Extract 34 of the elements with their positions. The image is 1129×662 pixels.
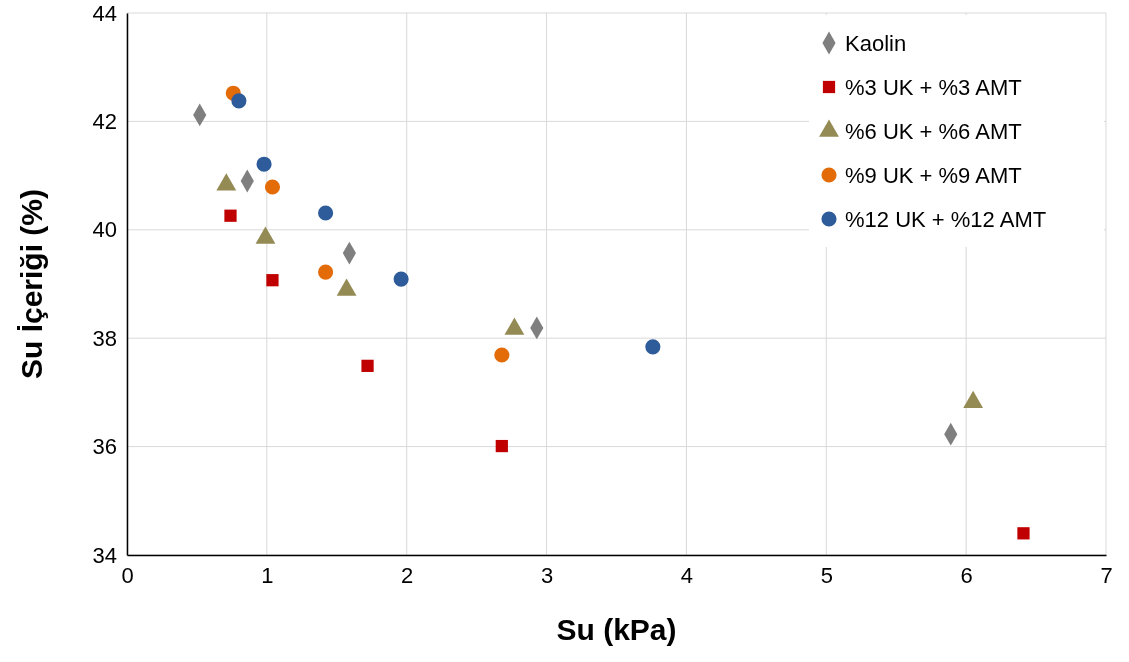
point [266,274,279,287]
point [318,205,334,221]
x-tick-label: 7 [1100,562,1113,588]
legend-label: %9 UK + %9 AMT [845,163,1022,188]
point [256,156,272,172]
y-tick-label: 34 [92,542,117,568]
point [231,93,247,109]
point [1017,527,1030,540]
x-axis-title: Su (kPa) [556,613,677,646]
point [361,359,374,372]
y-tick-label: 38 [92,325,117,351]
x-tick-label: 6 [960,562,973,588]
y-tick-label: 42 [92,108,117,134]
legend-label: %12 UK + %12 AMT [845,207,1047,232]
x-tick-label: 4 [680,562,694,588]
x-tick-label: 1 [261,562,274,588]
point [393,271,409,287]
legend-label: %6 UK + %6 AMT [845,119,1022,144]
point [495,439,508,453]
legend-label: %3 UK + %3 AMT [845,75,1022,100]
y-tick-label: 40 [92,217,117,243]
point [494,347,510,363]
y-tick-label: 44 [92,0,117,26]
y-tick-label: 36 [92,434,117,460]
point [224,209,237,222]
point [264,179,281,195]
x-tick-label: 3 [540,562,554,588]
x-tick-label: 2 [401,562,414,588]
point [645,339,661,355]
y-axis-title: Su İçeriği (%) [15,188,48,380]
legend-label: Kaolin [845,31,907,56]
point [318,264,334,280]
x-tick-label: 5 [820,562,833,588]
x-tick-label: 0 [121,562,134,588]
